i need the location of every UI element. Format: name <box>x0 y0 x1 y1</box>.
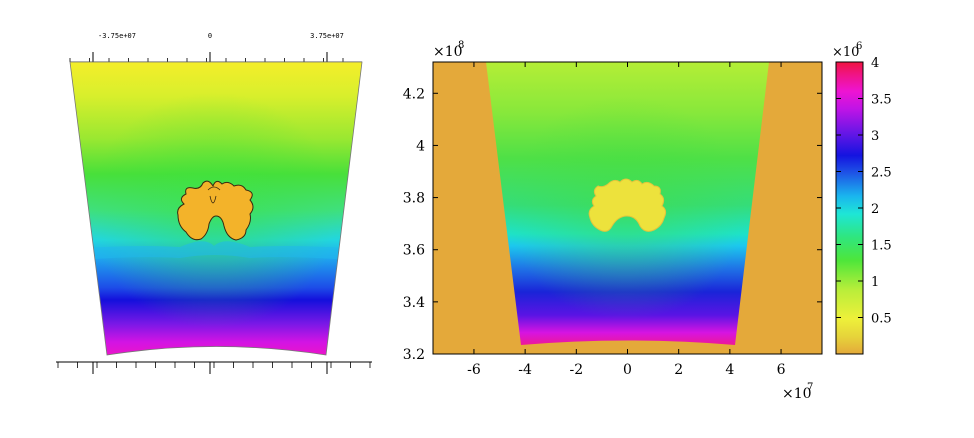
colorbar-tick-label: 1 <box>871 275 879 290</box>
right-y-tick-label: 3.4 <box>403 295 425 311</box>
right-y-tick-label: 3.8 <box>403 191 425 207</box>
left-axis-bottom <box>56 361 372 374</box>
right-y-multiplier-exp: 8 <box>458 40 464 51</box>
right-x-tick-label: 4 <box>725 362 734 378</box>
right-x-multiplier-exp: 7 <box>807 382 813 393</box>
left-blob <box>177 180 254 241</box>
right-x-tick-label: 2 <box>674 362 683 378</box>
right-x-tick-label: -2 <box>569 362 583 378</box>
colorbar-tick-label: 0.5 <box>871 312 892 327</box>
left-top-tick-label: -3.75e+07 <box>98 32 136 40</box>
right-panel: -6 -4 -2 0 2 4 6 3.2 3.4 3.6 3.8 4 4.2 ×10 8 ×10 7 <box>403 40 823 402</box>
colorbar-multiplier-exp: 6 <box>856 41 862 52</box>
right-x-multiplier: ×10 <box>782 386 812 402</box>
colorbar-multiplier: ×10 <box>832 45 859 60</box>
colorbar-tick-label: 3.5 <box>871 93 892 108</box>
left-domain-outline <box>69 61 363 356</box>
colorbar-tick-label: 4 <box>871 56 879 71</box>
left-top-tick-label: 3.75e+07 <box>310 32 344 40</box>
right-blob <box>588 178 667 232</box>
colorbar: 0.5 1 1.5 2 2.5 3 3.5 4 ×10 6 <box>832 41 892 355</box>
right-y-axis: 3.2 3.4 3.6 3.8 4 4.2 <box>403 86 822 363</box>
colorbar-tick-label: 2 <box>871 202 879 217</box>
right-x-tick-label: -6 <box>467 362 481 378</box>
right-x-tick-label: -4 <box>518 362 532 378</box>
left-top-tick-label: 0 <box>208 32 212 40</box>
right-x-axis: -6 -4 -2 0 2 4 6 <box>467 62 786 378</box>
left-panel: -3.75e+07 0 3.75e+07 <box>56 32 372 374</box>
right-y-tick-label: 4 <box>416 138 425 154</box>
right-x-tick-label: 6 <box>777 362 786 378</box>
colorbar-tick-label: 2.5 <box>871 166 892 181</box>
left-axis-top: -3.75e+07 0 3.75e+07 <box>69 32 362 63</box>
right-y-multiplier: ×10 <box>433 44 463 60</box>
right-y-tick-label: 4.2 <box>403 86 425 102</box>
right-y-tick-label: 3.6 <box>403 243 425 259</box>
right-x-tick-label: 0 <box>623 362 632 378</box>
colorbar-tick-label: 1.5 <box>871 239 892 254</box>
colorbar-tick-label: 3 <box>871 129 879 144</box>
right-y-tick-label: 3.2 <box>403 347 425 363</box>
